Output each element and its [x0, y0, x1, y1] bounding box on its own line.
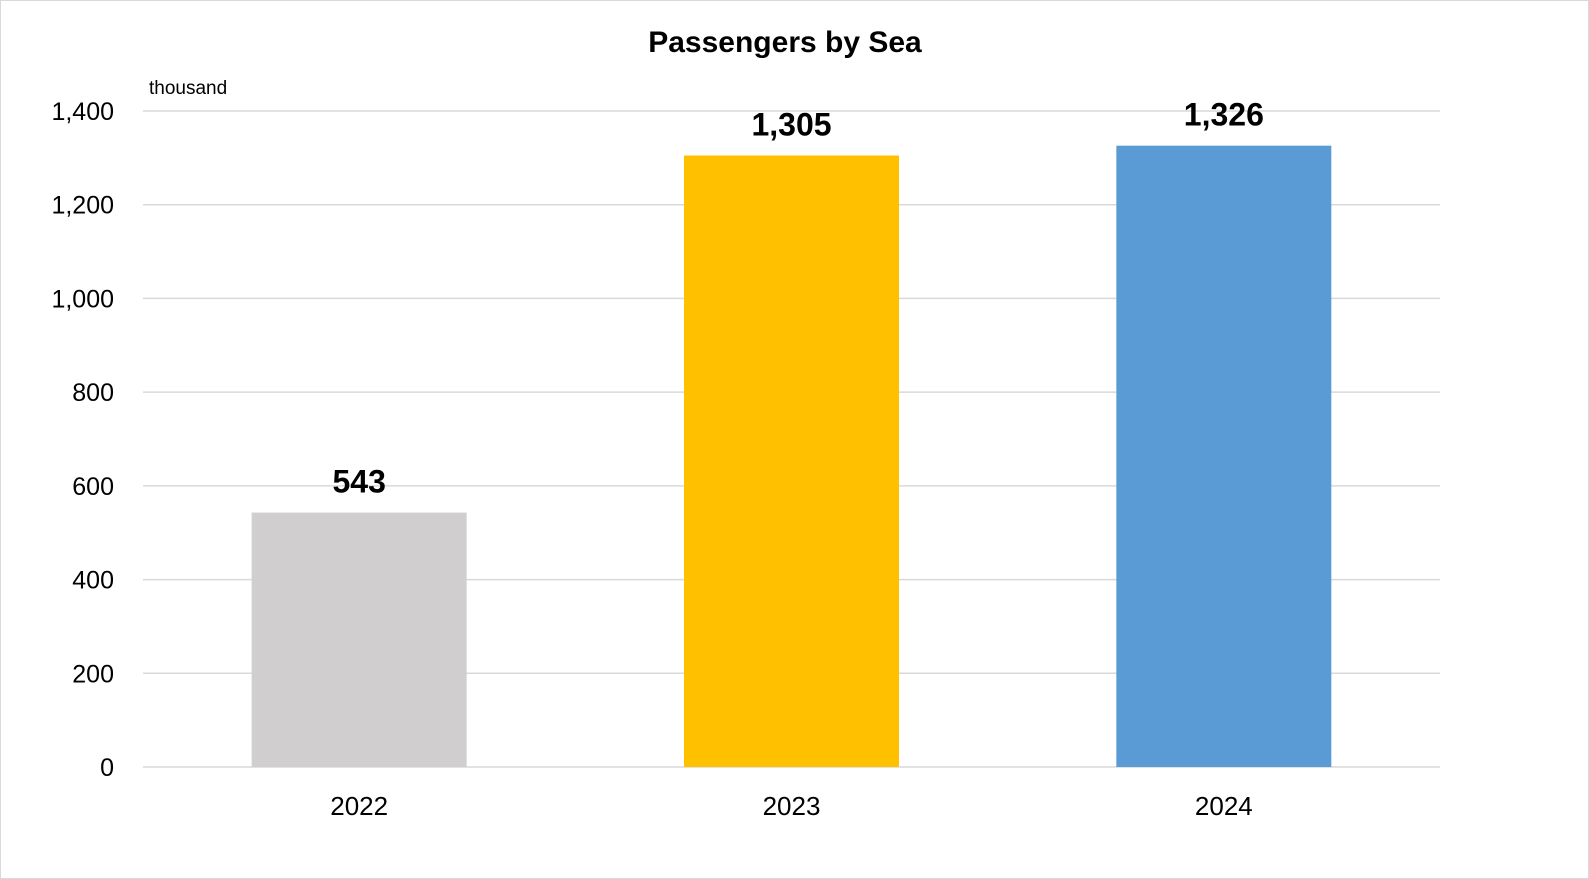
x-tick-label-2024: 2024 [1195, 791, 1253, 821]
y-tick-label: 200 [72, 660, 114, 688]
data-label-2024: 1,326 [1184, 97, 1264, 133]
y-tick-label: 1,200 [51, 192, 114, 220]
y-tick-label: 1,400 [51, 98, 114, 126]
unit-label: thousand [149, 78, 227, 99]
x-tick-label-2023: 2023 [763, 791, 821, 821]
y-tick-label: 600 [72, 473, 114, 501]
y-tick-label: 1,000 [51, 285, 114, 313]
y-tick-label: 800 [72, 379, 114, 407]
y-tick-label: 400 [72, 567, 114, 595]
x-tick-label-2022: 2022 [330, 791, 388, 821]
chart-title: Passengers by Sea [648, 26, 922, 59]
y-axis-ticks: 0 200 400 600 800 1,000 1,200 1,400 [51, 98, 114, 782]
x-axis-ticks: 2022 2023 2024 [330, 791, 1253, 821]
bar-2024 [1116, 145, 1332, 767]
data-label-2022: 543 [332, 464, 385, 500]
bars [251, 145, 1332, 767]
bar-2022 [251, 512, 467, 767]
data-labels: 543 1,305 1,326 [332, 97, 1263, 500]
bar-2023 [684, 155, 899, 767]
data-label-2023: 1,305 [751, 107, 831, 143]
y-tick-label: 0 [100, 754, 114, 782]
